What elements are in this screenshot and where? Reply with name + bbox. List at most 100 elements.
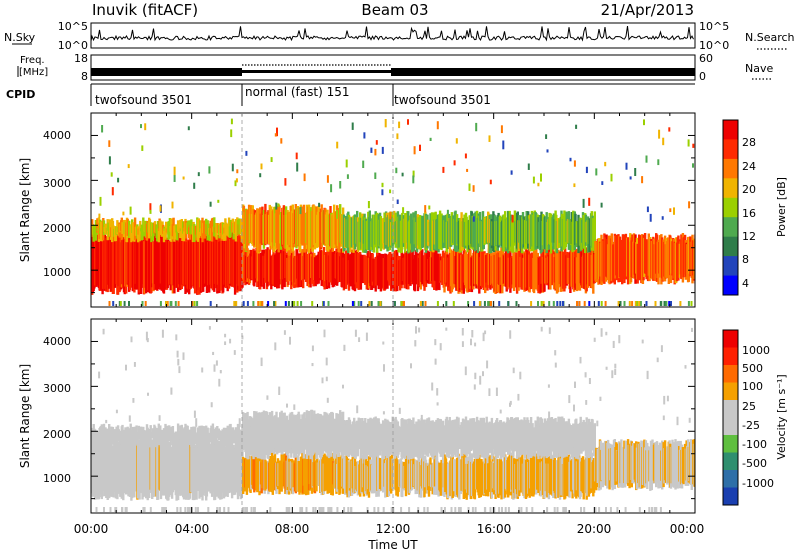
velocity-near-range-echo — [350, 507, 353, 512]
power-sparse-echo — [662, 137, 665, 146]
power-band-1-cell — [159, 220, 162, 232]
time-tick-1200: 12:00 — [376, 522, 411, 536]
power-near-range-echo — [540, 301, 543, 306]
velocity-sparse-echo — [213, 364, 216, 372]
power-band-1-cell — [138, 227, 141, 242]
colorbar-swatch — [723, 217, 738, 238]
power-sparse-echo — [537, 182, 540, 187]
power-sparse-echo — [472, 216, 475, 222]
velocity-colorbar-frame — [722, 329, 739, 506]
velocity-sparse-echo — [260, 357, 263, 367]
velocity-sparse-echo — [224, 341, 227, 346]
power-sparse-echo — [381, 189, 384, 196]
velocity-sparse-echo — [128, 415, 131, 422]
velocity-near-range-echo — [546, 507, 549, 512]
power-near-range-echo — [548, 301, 551, 306]
power-sparse-echo — [149, 209, 152, 214]
power-band-1-cell — [165, 221, 168, 235]
velocity-sparse-echo — [666, 395, 669, 402]
velocity-near-range-echo — [305, 507, 308, 512]
power-sparse-echo — [122, 211, 125, 216]
power-sparse-echo — [259, 173, 262, 178]
power-band-8-cell — [693, 238, 695, 279]
velocity-sparse-echo — [662, 415, 665, 421]
power-near-range-echo — [687, 301, 690, 306]
velocity-near-range-echo — [318, 507, 321, 512]
velocity-near-range-echo — [525, 507, 528, 512]
velocity-sparse-echo — [382, 411, 385, 415]
power-near-range-echo — [617, 301, 620, 306]
velocity-sparse-echo — [208, 326, 211, 330]
power-near-range-echo — [296, 301, 299, 306]
velocity-sparse-echo — [579, 356, 582, 364]
velocity-sparse-echo — [238, 418, 241, 428]
power-sparse-echo — [401, 172, 404, 177]
power-sparse-echo — [475, 122, 478, 132]
colorbar-swatch — [723, 470, 738, 488]
power-near-range-echo — [170, 301, 173, 306]
velocity-sparse-echo — [201, 367, 204, 373]
power-sparse-echo — [280, 138, 283, 144]
power-sparse-echo — [604, 161, 607, 167]
colorbar-swatch — [723, 139, 738, 160]
power-near-range-echo — [174, 301, 177, 306]
power-near-range-echo — [638, 301, 641, 306]
power-sparse-echo — [453, 160, 456, 166]
power-sparse-echo — [275, 202, 278, 210]
velocity-near-range-echo — [520, 507, 523, 512]
velocity-sparse-echo — [585, 400, 588, 405]
power-near-range-echo — [467, 301, 470, 306]
power-sparse-echo — [149, 203, 152, 212]
velocity-ytick-1000: 1000 — [43, 472, 71, 485]
velocity-sparse-echo — [115, 409, 118, 414]
freq-tick-bottom: 8 — [81, 70, 88, 83]
velocity-sparse-echo — [509, 330, 512, 339]
power-sparse-echo — [432, 212, 435, 220]
velocity-sparse-echo — [257, 420, 259, 429]
power-sparse-echo — [208, 166, 211, 174]
power-sparse-echo — [692, 163, 694, 168]
velocity-near-range-echo — [440, 507, 443, 512]
power-near-range-echo — [327, 301, 330, 306]
power-near-range-echo — [659, 301, 662, 306]
velocity-near-range-echo — [655, 507, 658, 512]
power-sparse-echo — [446, 209, 449, 214]
power-cbar-tick-12: 12 — [742, 230, 756, 243]
power-sparse-echo — [99, 196, 102, 206]
velocity-sparse-echo — [548, 327, 551, 334]
velocity-near-range-echo — [343, 507, 346, 512]
velocity-near-range-echo — [327, 507, 330, 512]
velocity-sparse-echo — [382, 341, 385, 345]
velocity-sparse-echo — [410, 363, 412, 369]
velocity-near-range-echo — [564, 507, 567, 512]
velocity-sparse-echo — [663, 395, 666, 405]
velocity-band-8-cell — [693, 439, 695, 487]
power-near-range-echo — [259, 301, 262, 306]
colorbar-swatch — [723, 158, 738, 179]
velocity-sparse-echo — [473, 384, 476, 390]
power-band-1-cell — [176, 220, 180, 232]
velocity-near-range-echo — [474, 507, 477, 512]
velocity-sparse-echo — [461, 328, 464, 336]
power-near-range-echo — [636, 301, 639, 306]
velocity-near-range-echo — [594, 507, 597, 512]
velocity-sparse-echo — [358, 337, 361, 343]
power-cbar-tick-16: 16 — [742, 207, 756, 220]
power-sparse-echo — [330, 184, 333, 193]
velocity-ytick-4000: 4000 — [43, 335, 71, 348]
velocity-sparse-echo — [462, 418, 464, 428]
power-sparse-echo — [234, 180, 237, 187]
cpid-segment-2: normal (fast) 151 — [245, 85, 349, 99]
power-sparse-echo — [658, 129, 661, 139]
velocity-near-range-echo — [489, 507, 492, 512]
velocity-sparse-echo — [482, 332, 485, 342]
velocity-sparse-echo — [554, 350, 557, 356]
power-sparse-echo — [260, 163, 263, 170]
power-near-range-echo — [452, 301, 455, 306]
power-near-range-echo — [487, 301, 490, 306]
colorbar-swatch — [723, 197, 738, 218]
velocity-sparse-echo — [326, 397, 329, 403]
power-sparse-echo — [374, 172, 377, 180]
power-band-1-cell — [130, 224, 133, 243]
power-near-range-echo — [623, 301, 626, 306]
